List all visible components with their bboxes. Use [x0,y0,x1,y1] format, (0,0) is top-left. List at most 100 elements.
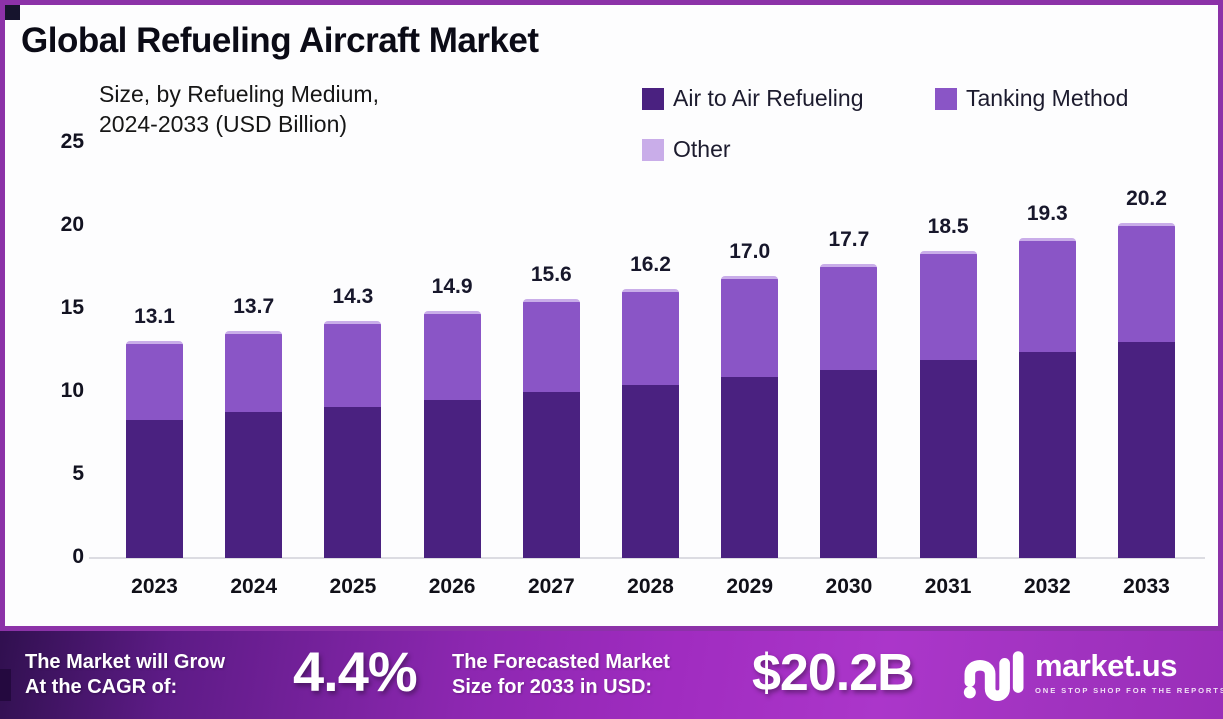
bar-value-label: 19.3 [1026,201,1068,225]
x-axis-tick-label: 2027 [527,575,575,598]
bar-segment-other [820,264,878,268]
legend-label: Air to Air Refueling [673,85,864,111]
bar-2027 [522,299,580,558]
bar-segment-tanking-method [820,267,878,371]
corner-accent-decoration [5,5,20,20]
bar-2029 [721,275,779,558]
bar-2031 [919,250,977,558]
x-axis-tick-label: 2025 [329,575,377,598]
bar-segment-other [324,320,382,324]
market-us-logo-text: market.us ONE STOP SHOP FOR THE REPORTS [1035,650,1223,695]
y-axis-tick-label: 20 [60,213,84,236]
bar-2032 [1018,237,1076,558]
bar-value-label: 14.9 [431,274,473,298]
bar-segment-tanking-method [919,254,977,361]
market-us-logo-icon [963,651,1024,701]
forecast-label-line2: Size for 2033 in USD: [452,676,653,698]
x-axis-tick-label: 2031 [924,575,972,598]
legend-label: Other [673,136,731,162]
x-axis-line [89,557,1205,559]
bar-segment-other [126,340,183,344]
legend-item-other: Other [642,136,731,163]
legend-item-tanking-method: Tanking Method [935,85,1128,112]
bar-value-label: 20.2 [1126,186,1167,210]
bar-segment-air-to-air-refueling [522,391,580,558]
bar-2033 [1118,222,1175,558]
cagr-label: The Market will Grow At the CAGR of: [25,650,225,700]
bar-2023 [126,340,183,558]
chart-panel: Global Refueling Aircraft Market Size, b… [0,0,1223,631]
bar-segment-other [919,250,977,255]
bar-segment-tanking-method [423,313,481,401]
bar-2025 [324,320,382,558]
x-axis-tick-label: 2029 [726,575,774,598]
bar-segment-tanking-method [324,323,382,407]
legend-label: Tanking Method [966,85,1129,111]
banner-left-notch-decoration [0,669,11,701]
bar-segment-tanking-method [225,333,283,412]
y-axis-tick-label: 5 [72,462,84,485]
bar-value-label: 13.1 [134,304,175,328]
bar-value-label: 15.6 [530,263,572,287]
x-axis-tick-label: 2032 [1023,575,1071,598]
y-axis-tick-label: 0 [72,545,84,568]
y-axis-tick-label: 15 [60,296,84,319]
bar-segment-air-to-air-refueling [721,377,779,558]
bar-2026 [423,310,481,558]
forecast-value: $20.2B [752,644,915,702]
bar-segment-other [423,310,481,314]
bar-segment-air-to-air-refueling [622,385,679,558]
bar-segment-tanking-method [1018,240,1076,353]
bar-segment-air-to-air-refueling [1118,342,1175,558]
bar-segment-air-to-air-refueling [820,370,878,558]
brand-tagline: ONE STOP SHOP FOR THE REPORTS [1035,686,1223,695]
x-axis-tick-label: 2026 [428,575,476,598]
legend-swatch-tanking-method [935,87,957,110]
bar-value-label: 16.2 [630,253,671,277]
bar-segment-air-to-air-refueling [919,360,977,558]
x-axis-tick-label: 2023 [131,575,178,598]
bar-value-label: 18.5 [927,214,969,238]
forecast-label-line1: The Forecasted Market [452,651,670,673]
bar-segment-tanking-method [721,279,779,378]
brand-name: market.us [1035,648,1177,683]
bar-segment-air-to-air-refueling [1018,352,1076,558]
bar-2024 [225,330,283,558]
bar-segment-tanking-method [622,292,679,386]
chart-subtitle: Size, by Refueling Medium, 2024-2033 (US… [99,79,379,140]
bar-segment-air-to-air-refueling [225,411,283,558]
bar-value-label: 14.3 [332,284,374,308]
chart-legend: Air to Air Refueling Tanking Method Othe… [642,85,1217,175]
cagr-label-line2: At the CAGR of: [25,676,178,698]
chart-subtitle-line2: 2024-2033 (USD Billion) [99,111,348,138]
bar-segment-air-to-air-refueling [126,420,183,558]
y-axis-tick-label: 25 [60,130,84,153]
x-axis-tick-label: 2024 [230,575,278,598]
x-axis-tick-label: 2030 [825,575,873,598]
bar-chart: 0 5 10 15 20 25 13.1 2023 13.7 2024 14.3 2025 14.9 20… [5,5,1218,626]
cagr-label-line1: The Market will Grow [25,651,226,673]
legend-swatch-other [642,138,664,161]
bar-segment-tanking-method [522,302,580,392]
cagr-value: 4.4% [293,640,418,703]
bar-value-label: 13.7 [233,294,275,318]
chart-subtitle-line1: Size, by Refueling Medium, [99,81,379,107]
x-axis-tick-label: 2028 [627,575,674,598]
bar-segment-tanking-method [1118,225,1175,343]
bar-value-label: 17.0 [729,239,771,263]
bar-segment-other [1018,237,1076,241]
bar-2028 [622,289,679,558]
legend-item-air-to-air: Air to Air Refueling [642,85,863,112]
bar-segment-tanking-method [126,343,183,421]
cagr-banner: The Market will Grow At the CAGR of: 4.4… [0,631,1223,719]
bar-segment-air-to-air-refueling [324,406,382,558]
bar-value-label: 17.7 [828,228,870,252]
forecast-label: The Forecasted Market Size for 2033 in U… [452,650,670,700]
bar-segment-air-to-air-refueling [423,400,481,558]
market-us-logo: market.us ONE STOP SHOP FOR THE REPORTS [963,644,1223,702]
y-axis-tick-label: 10 [60,379,84,402]
bar-segment-other [1118,222,1175,226]
x-axis-tick-label: 2033 [1123,575,1170,598]
bar-segment-other [721,275,779,280]
page-title: Global Refueling Aircraft Market [21,21,539,60]
